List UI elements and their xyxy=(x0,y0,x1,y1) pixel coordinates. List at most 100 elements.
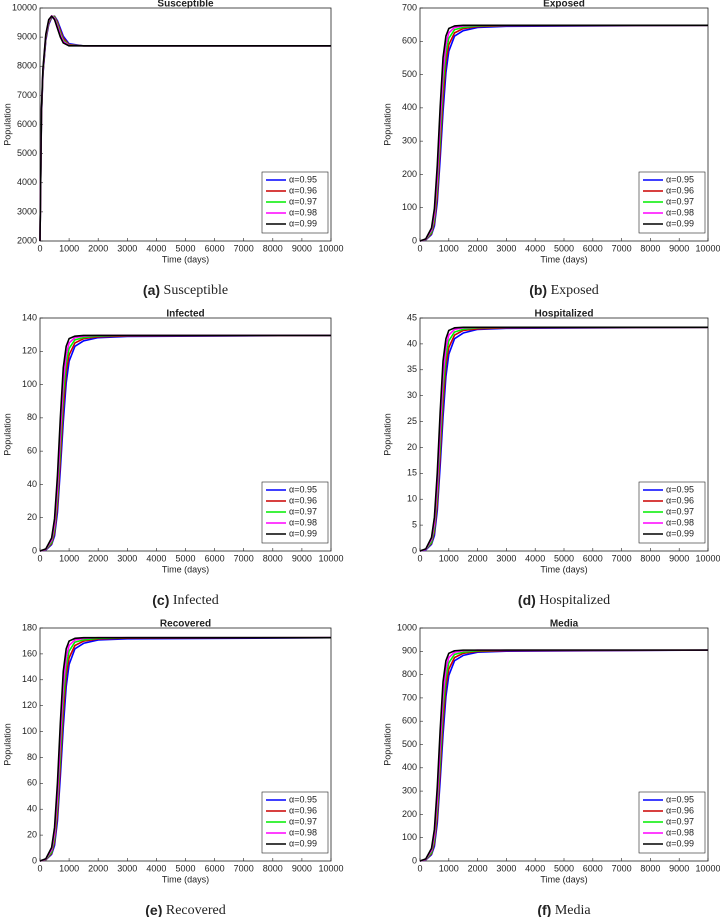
x-tick-label: 10000 xyxy=(695,553,720,563)
caption: (b) Exposed xyxy=(529,282,599,299)
y-tick-label: 200 xyxy=(402,169,417,179)
x-tick-label: 1000 xyxy=(59,863,79,873)
x-tick-label: 6000 xyxy=(205,863,225,873)
y-tick-label: 160 xyxy=(22,648,37,658)
x-tick-label: 5000 xyxy=(554,553,574,563)
y-tick-label: 200 xyxy=(402,809,417,819)
legend-label: α=0.95 xyxy=(289,174,317,184)
series-line xyxy=(419,326,708,552)
caption: (d) Hospitalized xyxy=(518,592,610,609)
x-tick-label: 0 xyxy=(37,863,42,873)
y-tick-label: 5000 xyxy=(17,148,37,158)
x-tick-label: 6000 xyxy=(583,863,603,873)
caption-label: (f) xyxy=(537,902,551,917)
chart-title: Hospitalized xyxy=(535,309,594,320)
legend-label: α=0.99 xyxy=(666,218,694,228)
caption-text: Recovered xyxy=(166,903,226,917)
x-tick-label: 5000 xyxy=(554,863,574,873)
x-tick-label: 9000 xyxy=(292,863,312,873)
x-tick-label: 0 xyxy=(417,243,422,253)
y-tick-label: 400 xyxy=(402,102,417,112)
panel: Susceptible 2000 3000 4000 5000 6000 7000 8000 9… xyxy=(2,0,343,298)
series-line xyxy=(419,649,708,862)
y-tick-label: 600 xyxy=(402,36,417,46)
caption-label: (e) xyxy=(145,902,162,917)
legend-label: α=0.96 xyxy=(666,805,694,815)
x-tick-label: 9000 xyxy=(292,553,312,563)
y-tick-label: 30 xyxy=(407,390,417,400)
x-axis-label: Time (days) xyxy=(162,254,209,264)
caption-label: (a) xyxy=(143,282,160,298)
x-tick-label: 7000 xyxy=(234,863,254,873)
legend-label: α=0.98 xyxy=(666,827,694,837)
x-tick-label: 1000 xyxy=(59,243,79,253)
y-tick-label: 120 xyxy=(22,700,37,710)
y-tick-label: 100 xyxy=(402,202,417,212)
x-tick-label: 1000 xyxy=(439,863,459,873)
x-tick-label: 8000 xyxy=(263,243,283,253)
y-tick-label: 100 xyxy=(402,832,417,842)
y-tick-label: 6000 xyxy=(17,119,37,129)
x-tick-label: 9000 xyxy=(669,863,689,873)
x-tick-label: 9000 xyxy=(669,553,689,563)
x-tick-label: 10000 xyxy=(318,243,343,253)
caption: (f) Media xyxy=(537,902,591,917)
x-tick-label: 0 xyxy=(417,553,422,563)
legend-box xyxy=(638,171,706,234)
y-tick-label: 0 xyxy=(412,545,417,555)
x-tick-label: 8000 xyxy=(640,553,660,563)
x-tick-label: 4000 xyxy=(525,553,545,563)
x-tick-label: 7000 xyxy=(612,863,632,873)
y-tick-label: 140 xyxy=(22,674,37,684)
x-tick-label: 6000 xyxy=(205,243,225,253)
panel: Recovered 0 20 40 60 80 100 120 140 160 180 0 1000 20… xyxy=(2,619,343,917)
series-line xyxy=(39,334,331,552)
x-tick-label: 2000 xyxy=(88,243,108,253)
y-tick-label: 25 xyxy=(407,416,417,426)
y-tick-label: 20 xyxy=(407,442,417,452)
y-tick-label: 10 xyxy=(407,494,417,504)
y-axis-label: Population xyxy=(382,103,392,146)
y-tick-label: 900 xyxy=(402,646,417,656)
legend-label: α=0.98 xyxy=(666,207,694,217)
x-tick-label: 5000 xyxy=(175,553,195,563)
y-tick-label: 1000 xyxy=(397,622,417,632)
x-tick-label: 6000 xyxy=(583,243,603,253)
x-tick-label: 8000 xyxy=(640,863,660,873)
caption-text: Infected xyxy=(173,593,219,608)
y-tick-label: 3000 xyxy=(17,206,37,216)
x-tick-label: 3000 xyxy=(496,553,516,563)
x-tick-label: 1000 xyxy=(439,553,459,563)
legend-label: α=0.95 xyxy=(666,794,694,804)
x-axis-label: Time (days) xyxy=(162,874,209,884)
x-tick-label: 10000 xyxy=(695,243,720,253)
legend-label: α=0.97 xyxy=(666,196,694,206)
y-tick-label: 800 xyxy=(402,669,417,679)
x-tick-label: 2000 xyxy=(468,243,488,253)
caption-text: Media xyxy=(555,903,592,917)
y-tick-label: 60 xyxy=(27,778,37,788)
caption-label: (b) xyxy=(529,282,547,298)
x-tick-label: 10000 xyxy=(318,863,343,873)
y-tick-label: 300 xyxy=(402,136,417,146)
x-tick-label: 3000 xyxy=(496,863,516,873)
x-tick-label: 10000 xyxy=(318,553,343,563)
y-tick-label: 45 xyxy=(407,312,417,322)
x-axis-label: Time (days) xyxy=(540,874,587,884)
y-tick-label: 100 xyxy=(22,379,37,389)
chart-title: Infected xyxy=(166,309,204,320)
panel: Infected 0 20 40 60 80 100 120 140 0 1000 2000 3000 4… xyxy=(2,309,343,609)
y-tick-label: 700 xyxy=(402,2,417,12)
caption-text: Susceptible xyxy=(164,283,229,298)
chart-title: Recovered xyxy=(160,619,211,630)
y-tick-label: 15 xyxy=(407,468,417,478)
y-tick-label: 500 xyxy=(402,739,417,749)
chart-title: Media xyxy=(550,619,579,630)
legend-label: α=0.98 xyxy=(289,207,317,217)
y-tick-label: 600 xyxy=(402,716,417,726)
x-tick-label: 4000 xyxy=(525,863,545,873)
y-axis-label: Population xyxy=(2,723,12,766)
chart-title: Susceptible xyxy=(157,0,214,10)
